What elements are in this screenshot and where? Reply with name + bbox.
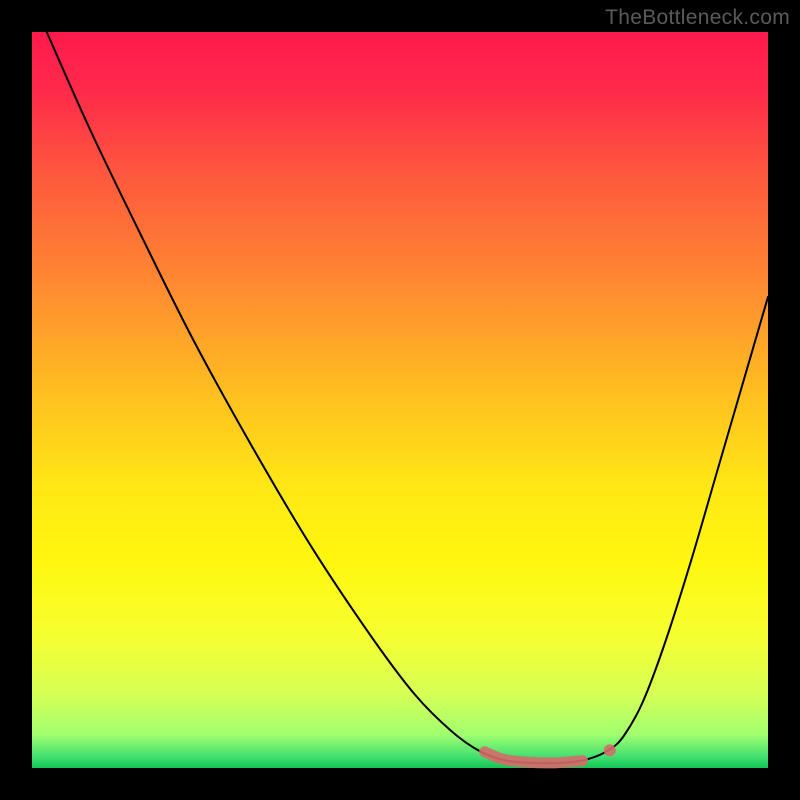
bottleneck-chart bbox=[0, 0, 800, 800]
chart-frame: TheBottleneck.com bbox=[0, 0, 800, 800]
optimal-range-end-dot bbox=[604, 744, 616, 756]
plot-area bbox=[32, 32, 768, 768]
watermark-text: TheBottleneck.com bbox=[605, 6, 790, 30]
